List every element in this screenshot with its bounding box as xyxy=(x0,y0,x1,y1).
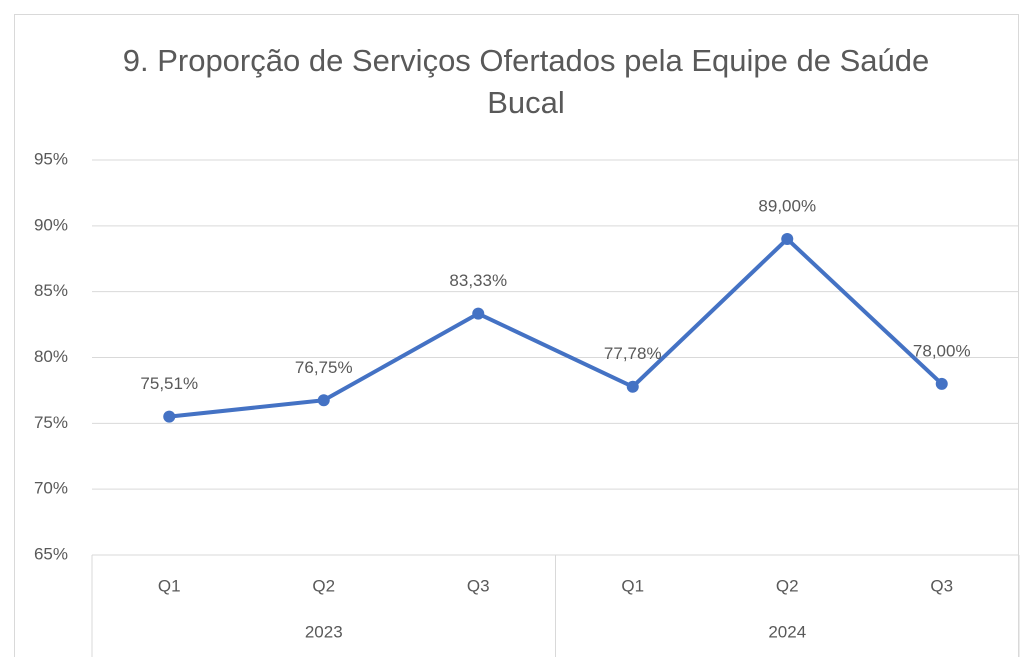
data-point xyxy=(935,377,948,390)
data-label: 83,33% xyxy=(449,271,507,290)
x-tick-label: Q2 xyxy=(312,576,335,595)
series-line xyxy=(169,237,944,419)
data-point xyxy=(317,394,330,407)
x-tick-label: Q1 xyxy=(621,576,644,595)
data-point xyxy=(472,307,485,320)
y-tick-label: 85% xyxy=(34,281,68,300)
x-tick-label: Q2 xyxy=(776,576,799,595)
chart-border xyxy=(14,14,1019,657)
data-label: 75,51% xyxy=(140,374,198,393)
chart-title: 9. Proporção de Serviços Ofertados pela … xyxy=(122,43,930,120)
y-tick-label: 95% xyxy=(34,149,68,168)
data-label: 89,00% xyxy=(758,196,816,215)
data-label: 76,75% xyxy=(295,358,353,377)
y-tick-label: 75% xyxy=(34,413,68,432)
y-tick-label: 90% xyxy=(34,215,68,234)
x-tick-label: Q3 xyxy=(930,576,953,595)
y-tick-label: 70% xyxy=(34,479,68,498)
x-tick-label: Q3 xyxy=(467,576,490,595)
data-point xyxy=(781,233,794,245)
data-point xyxy=(163,410,176,423)
data-point xyxy=(626,380,639,393)
y-tick-label: 65% xyxy=(34,544,68,563)
data-label: 77,78% xyxy=(604,344,662,363)
data-label: 78,00% xyxy=(913,341,971,360)
x-tick-label: Q1 xyxy=(158,576,181,595)
y-tick-label: 80% xyxy=(34,347,68,366)
group-label: 2023 xyxy=(305,622,343,641)
group-label: 2024 xyxy=(768,622,806,641)
